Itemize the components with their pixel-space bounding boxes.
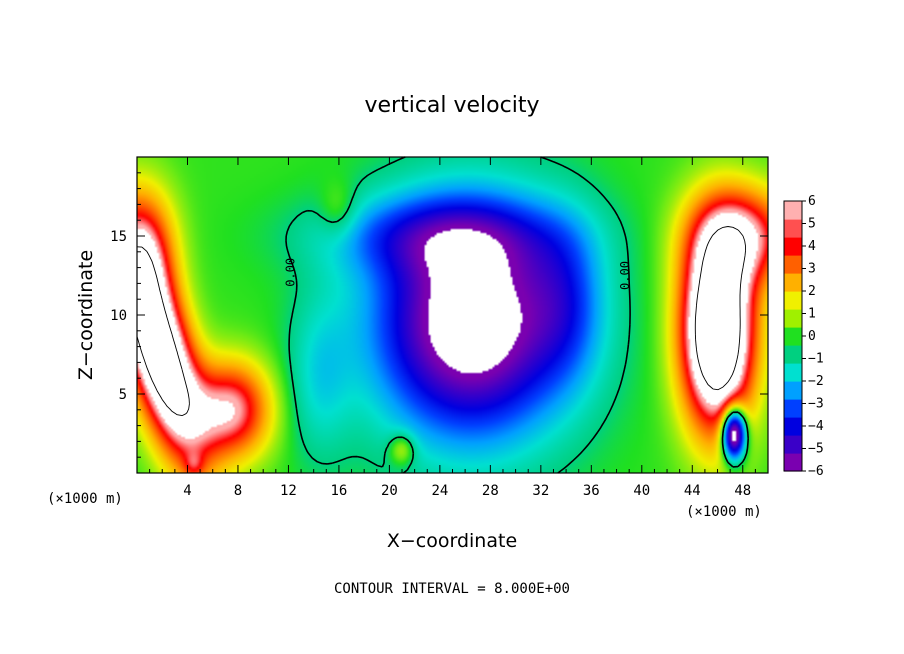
colorbar-tick-label: 2 [808,284,816,299]
x-tick-label: 20 [381,483,398,499]
colorbar-swatch [784,435,802,454]
colorbar-tick-label: 4 [808,239,816,254]
colorbar-swatch [784,381,802,400]
colorbar-swatch [784,309,802,328]
y-axis-label: Z−coordinate [75,250,97,380]
contour-line [285,156,749,474]
x-unit-left: (×1000 m) [47,491,123,507]
colorbar-tick-label: 6 [808,194,816,209]
contour-lines: 0.00 0.00 [136,156,749,474]
x-tick-label: 24 [431,483,448,499]
colorbar-swatch [784,201,802,220]
colorbar-tick-label: −6 [808,464,824,479]
x-tick-label: 36 [583,483,600,499]
x-tick-label: 12 [280,483,297,499]
colorbar-tick-label: −5 [808,442,824,457]
colorbar-tick-label: −4 [808,419,824,434]
colorbar-tick-label: 3 [808,262,816,277]
x-tick-label: 40 [633,483,650,499]
colorbar-swatch [784,417,802,436]
x-tick-label: 32 [532,483,549,499]
x-tick-label: 8 [234,483,242,499]
y-tick-label: 5 [119,387,127,403]
zero-contour-label: 0.00 [284,258,298,287]
x-tick-label: 44 [684,483,701,499]
colorbar-swatch [784,345,802,364]
colorbar-tick-label: −2 [808,374,824,389]
velocity-field [137,157,768,473]
x-tick-label: 48 [734,483,751,499]
y-tick-label: 10 [110,308,127,324]
colorbar-swatch [784,219,802,238]
colorbar-swatch [784,237,802,256]
x-tick-label: 16 [330,483,347,499]
y-tick-label: 15 [110,229,127,245]
contour-interval-note: CONTOUR INTERVAL = 8.000E+00 [334,581,570,597]
colorbar-tick-label: 5 [808,217,816,232]
colorbar-swatch [784,363,802,382]
zero-contour-label: 0.00 [618,261,632,290]
colorbar-swatch [784,399,802,418]
colorbar-swatch [784,291,802,310]
chart-title: vertical velocity [364,93,539,118]
x-tick-label: 28 [482,483,499,499]
colorbar-swatch [784,453,802,472]
colorbar-tick-label: −1 [808,352,824,367]
colorbar-swatch [784,273,802,292]
colorbar: 6 5 4 3 2 1 0 −1 −2 −3 −4 −5 −6 [783,194,824,479]
y-axis-ticks: 5 10 15 [110,172,768,458]
x-unit-right: (×1000 m) [686,504,762,520]
colorbar-tick-label: −3 [808,397,824,412]
colorbar-ticks: 6 5 4 3 2 1 0 −1 −2 −3 −4 −5 −6 [802,194,824,479]
colorbar-tick-label: 1 [808,307,816,322]
x-tick-label: 4 [183,483,191,499]
colorbar-swatch [784,255,802,274]
x-axis-label: X−coordinate [387,530,517,552]
colorbar-swatch [784,327,802,346]
x-axis-ticks: 4 8 12 16 20 24 28 32 36 40 44 48 [149,157,756,499]
colorbar-tick-label: 0 [808,329,816,344]
